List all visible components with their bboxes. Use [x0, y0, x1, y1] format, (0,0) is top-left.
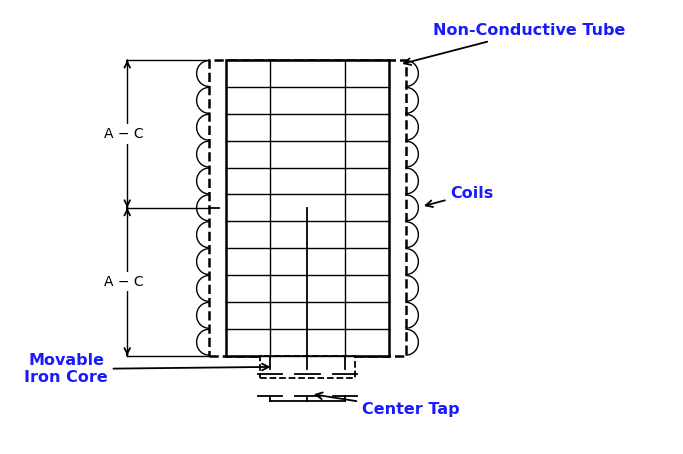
- Text: Non-Conductive Tube: Non-Conductive Tube: [404, 23, 626, 65]
- Bar: [209, 60, 406, 355]
- Text: A − C: A − C: [104, 275, 143, 289]
- Bar: [260, 355, 355, 378]
- Text: Center Tap: Center Tap: [316, 392, 460, 417]
- Bar: [226, 60, 389, 355]
- Text: A − C: A − C: [104, 127, 143, 141]
- Text: Movable
Iron Core: Movable Iron Core: [24, 353, 268, 385]
- Text: Coils: Coils: [426, 186, 494, 207]
